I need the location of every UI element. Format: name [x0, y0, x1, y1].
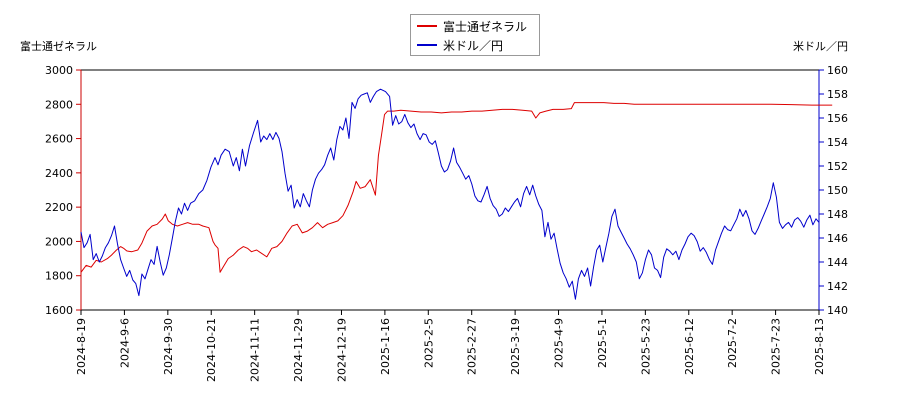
x-tick-label: 2024-8-19 [75, 318, 88, 375]
legend-item-usd-jpy: 米ドル／円 [417, 36, 503, 54]
right-y-axis: 140 142 144 146 148 150 152 154 156 158 160 [818, 64, 848, 317]
legend: 富士通ゼネラル 米ドル／円 [410, 14, 540, 56]
left-y-axis: 1600 1800 2000 2200 2400 2600 2800 3000 [45, 64, 82, 317]
plot-frame [80, 69, 820, 311]
x-axis: 2024-8-19 2024-9-6 2024-9-30 2024-10-21 2024… [75, 310, 826, 382]
right-tick-label: 148 [827, 208, 848, 221]
x-tick-label: 2024-9-6 [118, 318, 131, 368]
x-tick-label: 2025-5-23 [639, 318, 652, 375]
left-tick-label: 2600 [45, 133, 73, 146]
legend-item-fujitsu-general: 富士通ゼネラル [417, 17, 527, 35]
left-tick-label: 3000 [45, 64, 73, 77]
x-tick-label: 2025-6-12 [683, 318, 696, 375]
x-tick-label: 2024-10-21 [205, 318, 218, 382]
legend-swatch-blue [417, 44, 437, 46]
right-axis-title: 米ドル／円 [793, 40, 848, 53]
left-tick-label: 1800 [45, 270, 73, 283]
x-tick-label: 2025-2-27 [466, 318, 479, 375]
legend-label: 富士通ゼネラル [443, 19, 528, 34]
x-tick-label: 2024-9-30 [162, 318, 175, 375]
plot-area [80, 69, 820, 311]
x-tick-label: 2025-4-9 [553, 318, 566, 368]
right-tick-label: 154 [827, 136, 848, 149]
x-tick-label: 2024-11-29 [292, 318, 305, 382]
right-tick-label: 144 [827, 256, 848, 269]
left-axis-title: 富士通ゼネラル [20, 40, 97, 53]
x-tick-label: 2025-8-13 [813, 318, 826, 375]
right-tick-label: 140 [827, 304, 848, 317]
left-tick-label: 1600 [45, 304, 73, 317]
x-tick-label: 2025-3-19 [509, 318, 522, 375]
left-tick-label: 2000 [45, 235, 73, 248]
right-tick-label: 142 [827, 280, 848, 293]
right-tick-label: 158 [827, 88, 848, 101]
x-tick-label: 2024-12-19 [335, 318, 348, 382]
x-tick-label: 2024-11-11 [249, 318, 262, 382]
series-layer [80, 88, 833, 300]
left-tick-label: 2400 [45, 167, 73, 180]
legend-swatch-red [417, 25, 437, 27]
x-tick-label: 2025-2-5 [422, 318, 435, 368]
x-tick-label: 2025-7-2 [726, 318, 739, 368]
right-tick-label: 160 [827, 64, 848, 77]
right-tick-label: 146 [827, 232, 848, 245]
right-tick-label: 152 [827, 160, 848, 173]
x-tick-label: 2025-7-23 [770, 318, 783, 375]
x-tick-label: 2025-5-1 [596, 318, 609, 368]
legend-label: 米ドル／円 [443, 38, 504, 53]
left-tick-label: 2200 [45, 201, 73, 214]
series-line-fujitsu-general [80, 102, 833, 273]
right-tick-label: 150 [827, 184, 848, 197]
right-tick-label: 156 [827, 112, 848, 125]
series-line-usd-jpy [80, 88, 820, 300]
left-tick-label: 2800 [45, 98, 73, 111]
x-tick-label: 2025-1-16 [379, 318, 392, 375]
